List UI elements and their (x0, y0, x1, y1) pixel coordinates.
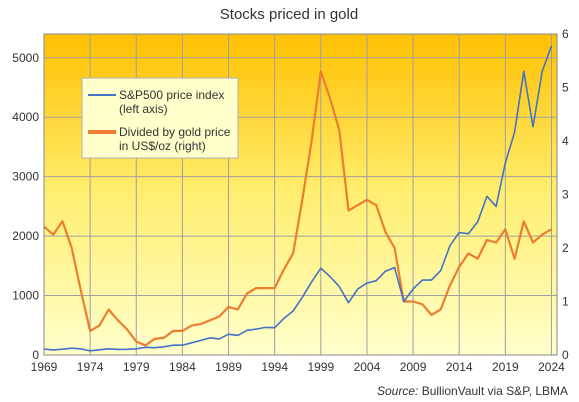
x-tick-label-1999: 1999 (307, 360, 334, 374)
x-tick-label-1984: 1984 (169, 360, 196, 374)
series-line-sp500 (43, 45, 553, 352)
legend-box (81, 77, 239, 159)
source-text: BullionVault via S&P, LBMA (422, 384, 568, 398)
x-axis-ticks: 1969 1974 1979 1984 1989 1994 1999 2004 2009 2014… (31, 360, 565, 374)
legend-label-sp500-line1: S&P500 price index (119, 88, 224, 102)
legend-label-sp500-line2: (left axis) (119, 102, 168, 116)
legend: S&P500 price index (left axis) Divided b… (81, 77, 239, 159)
x-tick-label-2014: 2014 (446, 360, 473, 374)
x-tick-label-2009: 2009 (400, 360, 427, 374)
right-tick-label-5: 5 (562, 81, 569, 95)
source-label: Source: (377, 384, 418, 398)
right-tick-label-0: 0 (562, 348, 569, 362)
left-tick-label-2000: 2000 (12, 229, 39, 243)
plot-border (43, 33, 558, 356)
right-axis-ticks: 0 1 2 3 4 5 6 (562, 27, 569, 362)
x-tick-label-1969: 1969 (31, 360, 58, 374)
x-tick-label-2024: 2024 (538, 360, 565, 374)
right-tick-label-2: 2 (562, 241, 569, 255)
right-tick-label-4: 4 (562, 134, 569, 148)
right-tick-label-3: 3 (562, 188, 569, 202)
left-axis-ticks: 0 1000 2000 3000 4000 5000 (12, 51, 39, 362)
left-tick-label-3000: 3000 (12, 170, 39, 184)
right-tick-label-6: 6 (562, 27, 569, 41)
legend-label-ratio-line1: Divided by gold price (119, 125, 231, 139)
x-tick-label-1979: 1979 (123, 360, 150, 374)
x-tick-label-1989: 1989 (215, 360, 242, 374)
right-tick-label-1: 1 (562, 295, 569, 309)
x-tick-label-1974: 1974 (77, 360, 104, 374)
x-tick-label-2019: 2019 (492, 360, 519, 374)
left-tick-label-4000: 4000 (12, 110, 39, 124)
legend-label-ratio-line2: in US$/oz (right) (119, 139, 206, 153)
x-tick-label-2004: 2004 (354, 360, 381, 374)
left-tick-label-0: 0 (32, 348, 39, 362)
x-tick-label-1994: 1994 (261, 360, 288, 374)
chart-title: Stocks priced in gold (220, 6, 358, 23)
source-note: Source: BullionVault via S&P, LBMA (377, 384, 568, 398)
left-tick-label-1000: 1000 (12, 289, 39, 303)
series-line-gold-ratio (43, 70, 553, 347)
left-tick-label-5000: 5000 (12, 51, 39, 65)
